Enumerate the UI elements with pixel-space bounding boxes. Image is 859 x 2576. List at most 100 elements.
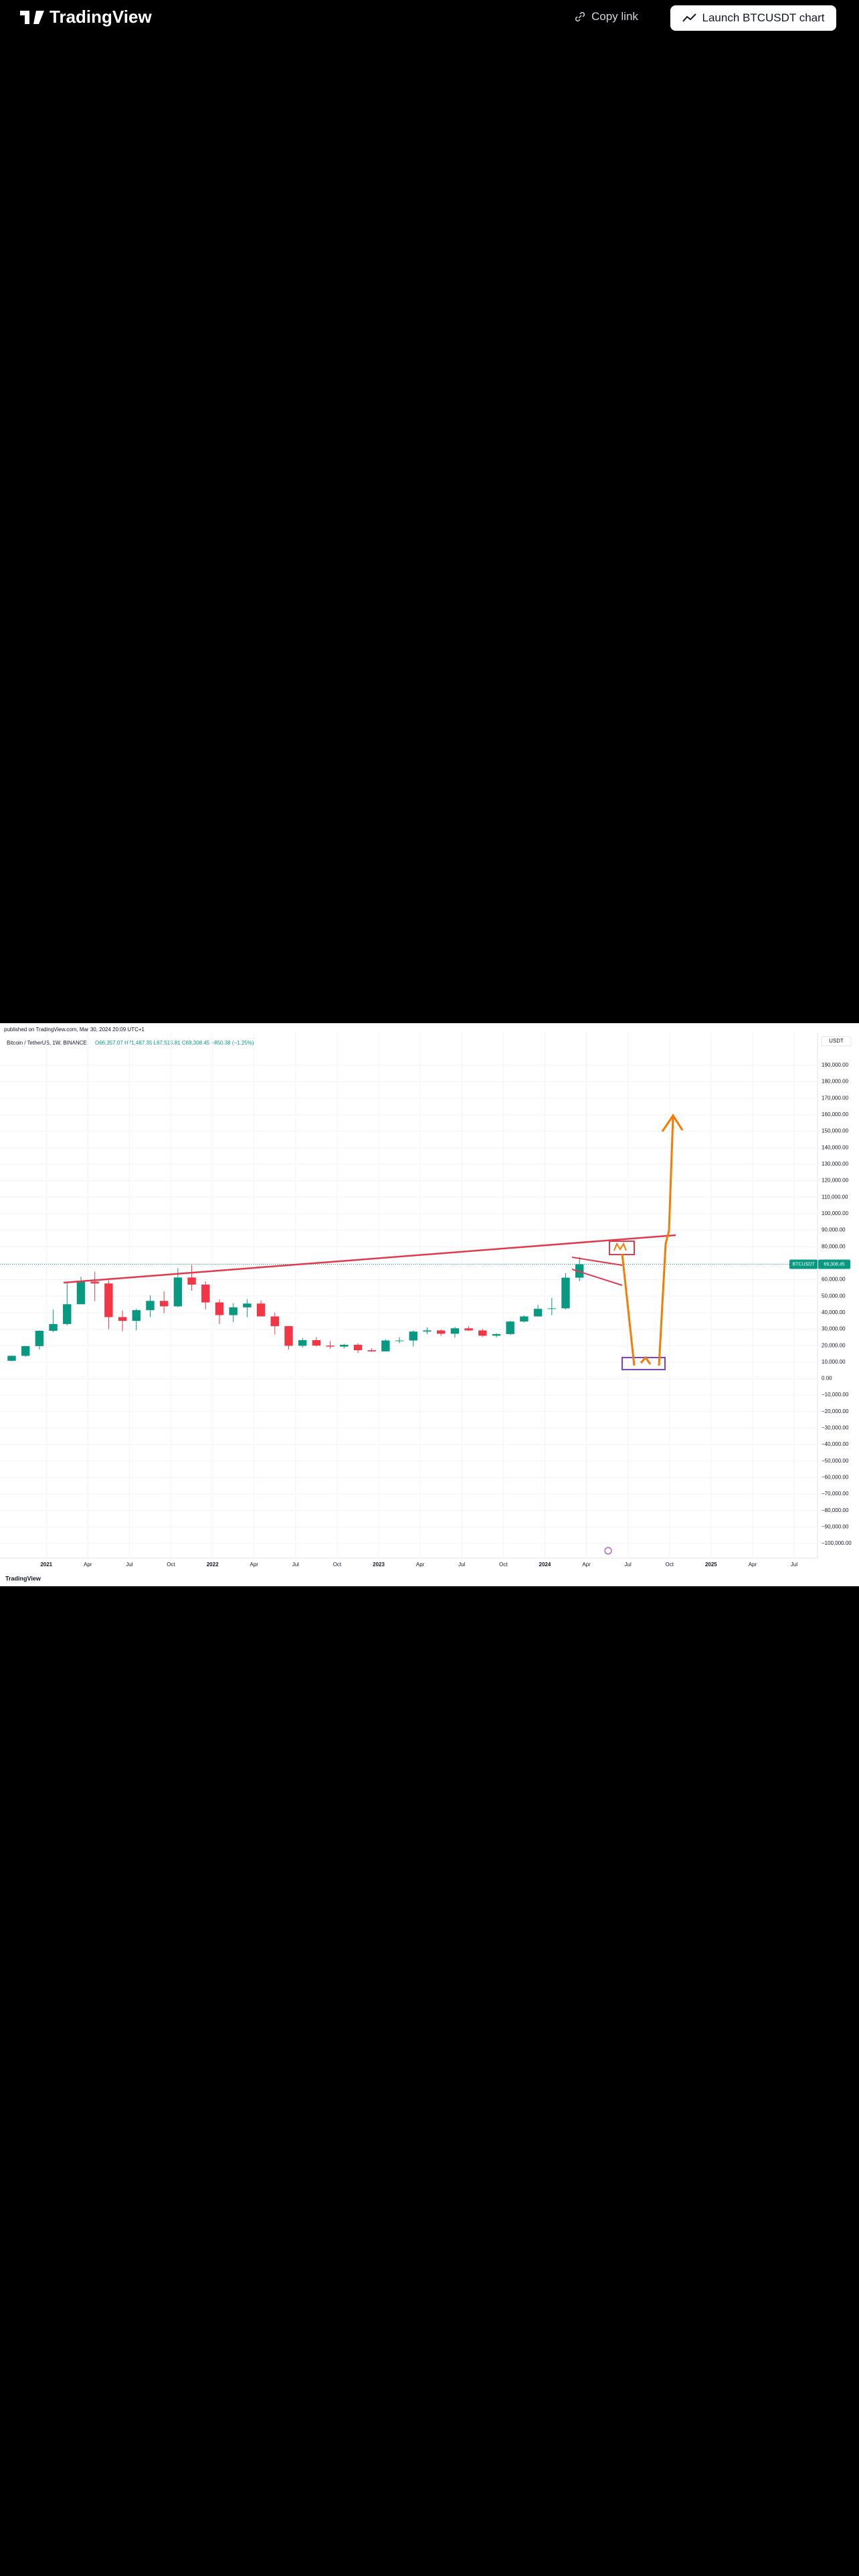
logo-text: TradingView	[50, 7, 152, 27]
candle-body	[520, 1316, 529, 1322]
candle-body	[270, 1316, 279, 1327]
x-tick-label: 2022	[207, 1562, 219, 1568]
candle-body	[436, 1330, 446, 1334]
candle-body	[132, 1310, 140, 1321]
candle-body	[423, 1330, 432, 1332]
candle-body	[187, 1277, 196, 1285]
ohlc-readout: O66,357.07 H71,487.35 L67,515.81 C69,308…	[95, 1040, 254, 1046]
y-tick-label: −80,000.00	[822, 1507, 849, 1513]
y-tick-label: 120,000.00	[822, 1178, 849, 1184]
copy-link-text: Copy link	[591, 10, 638, 23]
candle-body	[146, 1301, 155, 1311]
y-tick-label: 50,000.00	[822, 1293, 846, 1299]
y-tick-label: 20,000.00	[822, 1342, 846, 1348]
x-tick-label: 2021	[40, 1562, 52, 1568]
x-tick-label: 2023	[373, 1562, 385, 1568]
launch-text: Launch BTCUSDT chart	[702, 11, 825, 24]
candle-body	[215, 1302, 224, 1315]
y-tick-label: −90,000.00	[822, 1524, 849, 1530]
link-icon	[575, 11, 585, 22]
m-pattern	[613, 1242, 627, 1251]
candle-body	[284, 1326, 293, 1346]
chart: published on TradingView.com, Mar 30, 20…	[0, 1023, 859, 1586]
x-tick-label: Apr	[250, 1562, 259, 1568]
y-tick-label: 160,000.00	[822, 1111, 849, 1117]
x-tick-label: 2024	[539, 1562, 551, 1568]
candle-body	[381, 1340, 390, 1352]
candle-body	[450, 1328, 460, 1334]
projection	[621, 1116, 674, 1366]
candle-body	[367, 1350, 376, 1352]
candle-body	[7, 1356, 16, 1361]
x-tick-label: Apr	[416, 1562, 425, 1568]
currency-box[interactable]	[821, 1036, 852, 1047]
launch-button[interactable]: Launch BTCUSDT chart	[670, 5, 836, 31]
y-tick-label: 100,000.00	[822, 1210, 849, 1216]
symbol-title: Bitcoin / TetherUS, 1W, BINANCE	[7, 1040, 87, 1046]
y-tick-label: 130,000.00	[822, 1161, 849, 1167]
candle-body	[229, 1307, 237, 1315]
trend-line	[63, 1234, 676, 1284]
x-tick-label: Jul	[292, 1562, 299, 1568]
y-tick-label: −40,000.00	[822, 1441, 849, 1447]
candle-body	[173, 1277, 183, 1307]
y-tick-label: −10,000.00	[822, 1392, 849, 1398]
candle-body	[533, 1309, 543, 1317]
last-price-bg	[818, 1259, 850, 1269]
candle-body	[201, 1284, 210, 1303]
candle-body	[353, 1344, 363, 1351]
candle-body	[21, 1346, 30, 1356]
copy-link[interactable]: Copy link	[574, 10, 638, 23]
y-tick-label: 140,000.00	[822, 1144, 849, 1150]
candle-body	[298, 1340, 307, 1346]
channel	[571, 1257, 623, 1286]
y-tick-label: 150,000.00	[822, 1128, 849, 1134]
candle-body	[312, 1340, 321, 1346]
chart-snapshot: published on TradingView.com, Mar 30, 20…	[0, 1023, 859, 1586]
candle-body	[76, 1281, 86, 1305]
candle-body	[63, 1304, 72, 1324]
header: TradingView Copy link Launch BTCUSDT cha…	[0, 0, 859, 35]
x-tick-label: Oct	[333, 1562, 342, 1568]
drawings	[63, 1113, 684, 1555]
x-tick-label: Apr	[84, 1562, 92, 1568]
y-tick-label: −60,000.00	[822, 1475, 849, 1481]
candle-body	[90, 1281, 99, 1284]
x-tick-label: Oct	[666, 1562, 674, 1568]
symbol-tag-bg	[789, 1259, 818, 1269]
candle-body	[561, 1277, 570, 1309]
x-tick-label: Jul	[458, 1562, 465, 1568]
candle-body	[49, 1323, 58, 1331]
x-tick-label: Oct	[499, 1562, 508, 1568]
y-tick-label: −30,000.00	[822, 1425, 849, 1431]
y-tick-label: 40,000.00	[822, 1309, 846, 1315]
x-tick-label: Apr	[749, 1562, 757, 1568]
symbol-tag: BTCUSDT	[792, 1262, 815, 1267]
candle-body	[159, 1301, 169, 1307]
candle-body	[104, 1283, 113, 1317]
candle-body	[409, 1331, 417, 1341]
y-tick-label: −50,000.00	[822, 1458, 849, 1464]
y-tick-label: 110,000.00	[822, 1194, 848, 1200]
candle-body	[340, 1344, 349, 1347]
x-tick-label: Jul	[126, 1562, 132, 1568]
target-box	[622, 1357, 666, 1370]
logo[interactable]: TradingView	[20, 7, 152, 27]
y-tick-label: 30,000.00	[822, 1326, 846, 1332]
y-tick-label: 10,000.00	[822, 1359, 846, 1365]
x-tick-label: Apr	[582, 1562, 591, 1568]
candle-body	[547, 1308, 557, 1309]
candle-body	[118, 1317, 127, 1321]
y-tick-label: 0.00	[822, 1376, 832, 1382]
x-tick-label: Jul	[791, 1562, 797, 1568]
candle-body	[464, 1328, 473, 1331]
arrow-head	[661, 1113, 684, 1132]
y-tick-label: 80,000.00	[822, 1243, 846, 1249]
currency: USDT	[829, 1038, 844, 1044]
event-marker	[604, 1547, 612, 1555]
logo-icon	[20, 10, 44, 24]
footer-logo: TradingView	[5, 1575, 41, 1582]
y-tick-label: −20,000.00	[822, 1408, 849, 1414]
candle-body	[243, 1303, 252, 1307]
